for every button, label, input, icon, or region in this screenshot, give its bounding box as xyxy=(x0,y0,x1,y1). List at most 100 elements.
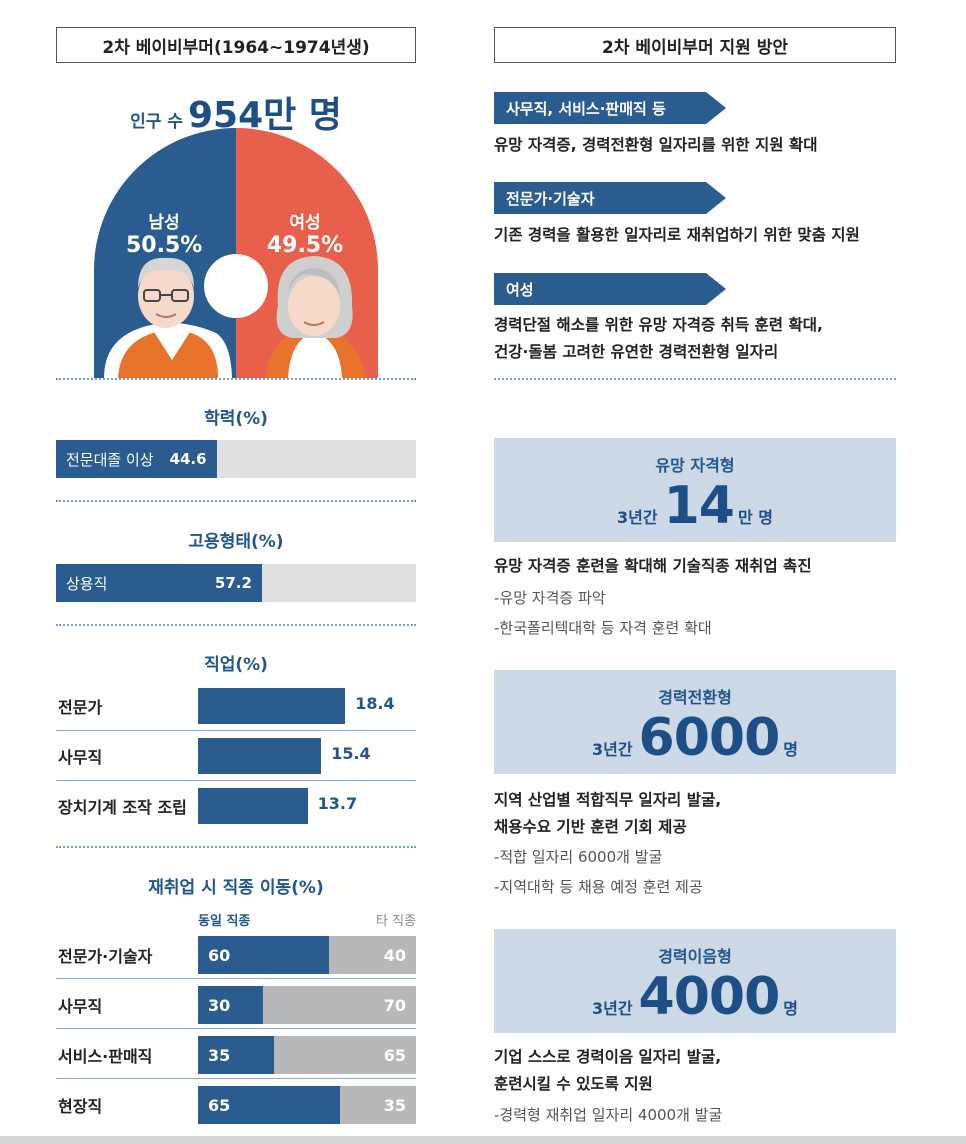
plan-bullets: -적합 일자리 6000개 발굴 -지역대학 등 채용 예정 훈련 제공 xyxy=(494,842,703,902)
occupation-title: 직업(%) xyxy=(204,655,268,675)
bottom-edge xyxy=(0,1136,966,1144)
job-move-row: 서비스·판매직 35 65 xyxy=(56,1030,416,1079)
same-job-legend: 동일 직종 xyxy=(198,914,251,929)
job-move-name: 전문가·기술자 xyxy=(58,947,153,966)
plan-desc: 기업 스스로 경력이음 일자리 발굴, 훈련시킬 수 있도록 지원 xyxy=(494,1044,721,1098)
plan-number: 14 xyxy=(663,476,735,536)
occupation-value: 18.4 xyxy=(355,694,395,713)
divider xyxy=(56,624,416,626)
divider xyxy=(56,378,416,380)
plan-box: 경력전환형 3년간 6000 명 xyxy=(494,670,896,774)
divider xyxy=(56,500,416,502)
other-job-bar: 70 xyxy=(263,986,416,1024)
target-desc-line: 건강·돌봄 고려한 유연한 경력전환형 일자리 xyxy=(494,343,779,361)
plan-bullet: -경력형 재취업 일자리 4000개 발굴 xyxy=(494,1106,723,1124)
occupation-row: 전문가 18.4 xyxy=(56,682,416,731)
male-slice xyxy=(94,128,236,378)
employment-title: 고용형태(%) xyxy=(188,532,284,552)
occupation-value: 15.4 xyxy=(331,744,371,763)
target-desc: 기존 경력을 활용한 일자리로 재취업하기 위한 맞춤 지원 xyxy=(494,222,860,249)
female-pct: 49.5% xyxy=(266,233,344,258)
population-line: 인구 수 954만 명 xyxy=(56,86,416,138)
other-job-bar: 35 xyxy=(339,1086,416,1124)
other-job-bar: 40 xyxy=(328,936,416,974)
plan-unit: 명 xyxy=(783,999,799,1018)
plan-desc-line: 채용수요 기반 훈련 기회 제공 xyxy=(494,818,687,836)
plan-desc-line: 기업 스스로 경력이음 일자리 발굴, xyxy=(494,1048,722,1066)
male-pct: 50.5% xyxy=(126,233,203,258)
target-desc-line: 경력단절 해소를 위한 유망 자격증 취득 훈련 확대, xyxy=(494,316,823,334)
employment-bar-label: 상용직 xyxy=(66,574,108,593)
target-tag: 사무직, 서비스·판매직 등 xyxy=(494,92,726,124)
plan-desc: 유망 자격증 훈련을 확대해 기술직종 재취업 촉진 xyxy=(494,553,812,580)
target-tag: 여성 xyxy=(494,273,726,305)
plan-desc-line: 유망 자격증 훈련을 확대해 기술직종 재취업 촉진 xyxy=(494,557,812,575)
target-desc: 유망 자격증, 경력전환형 일자리를 위한 지원 확대 xyxy=(494,132,817,159)
same-job-bar: 30 xyxy=(198,986,264,1024)
target-desc-line: 유망 자격증, 경력전환형 일자리를 위한 지원 확대 xyxy=(494,136,818,154)
job-move-name: 현장직 xyxy=(58,1097,103,1116)
job-move-name: 사무직 xyxy=(58,997,103,1016)
female-label: 여성 xyxy=(289,213,321,233)
population-value: 954만 명 xyxy=(188,95,342,136)
occupation-bar xyxy=(198,738,322,774)
plan-desc-line: 훈련시킬 수 있도록 지원 xyxy=(494,1075,653,1093)
target-tag: 전문가·기술자 xyxy=(494,182,726,214)
same-job-bar: 35 xyxy=(198,1036,275,1074)
plan-title: 유망 자격형 xyxy=(655,456,735,475)
male-figure-icon xyxy=(104,257,232,378)
job-move-row: 전문가·기술자 60 40 xyxy=(56,930,416,979)
male-legend: 남성 50.5% xyxy=(126,208,202,258)
job-move-title: 재취업 시 직종 이동(%) xyxy=(148,878,324,898)
female-legend: 여성 49.5% xyxy=(264,208,346,258)
other-job-legend: 타 직종 xyxy=(375,914,416,929)
job-move-name: 서비스·판매직 xyxy=(58,1047,153,1066)
plan-number-line: 3년간 14 만 명 xyxy=(494,480,896,532)
divider xyxy=(494,378,896,380)
plan-number: 6000 xyxy=(638,708,781,768)
plan-unit: 명 xyxy=(783,740,799,759)
target-desc-line: 기존 경력을 활용한 일자리로 재취업하기 위한 맞춤 지원 xyxy=(494,226,860,244)
plan-unit: 만 명 xyxy=(737,508,773,527)
target-desc: 경력단절 해소를 위한 유망 자격증 취득 훈련 확대, 건강·돌봄 고려한 유… xyxy=(494,312,823,366)
plan-bullets: -경력형 재취업 일자리 4000개 발굴 xyxy=(494,1100,722,1130)
plan-title: 경력전환형 xyxy=(658,688,732,707)
employment-bar: 상용직 57.2 xyxy=(56,564,262,602)
left-header: 2차 베이비부머(1964~1974년생) xyxy=(56,27,416,63)
occupation-row: 사무직 15.4 xyxy=(56,732,416,781)
plan-bullet: -지역대학 등 채용 예정 훈련 제공 xyxy=(494,878,703,896)
plan-box: 유망 자격형 3년간 14 만 명 xyxy=(494,438,896,542)
plan-box: 경력이음형 3년간 4000 명 xyxy=(494,929,896,1033)
gender-donut-chart xyxy=(94,128,378,378)
female-figure-icon xyxy=(266,256,366,378)
plan-number-line: 3년간 6000 명 xyxy=(494,712,896,764)
education-bar-label: 전문대졸 이상 xyxy=(66,450,154,469)
occupation-name: 전문가 xyxy=(58,698,103,717)
employment-bar-value: 57.2 xyxy=(214,574,252,592)
education-bar: 전문대졸 이상 44.6 xyxy=(56,440,217,478)
same-job-bar: 65 xyxy=(198,1086,340,1124)
plan-bullets: -유망 자격증 파악 -한국폴리텍대학 등 자격 훈련 확대 xyxy=(494,583,712,643)
plan-bullet: -한국폴리텍대학 등 자격 훈련 확대 xyxy=(494,619,712,637)
occupation-bar xyxy=(198,688,346,724)
plan-bullet: -적합 일자리 6000개 발굴 xyxy=(494,848,663,866)
plan-number: 4000 xyxy=(638,967,781,1027)
divider xyxy=(56,846,416,848)
plan-title: 경력이음형 xyxy=(658,947,732,966)
job-move-row: 사무직 30 70 xyxy=(56,980,416,1029)
plan-desc: 지역 산업별 적합직무 일자리 발굴, 채용수요 기반 훈련 기회 제공 xyxy=(494,787,721,841)
population-prefix: 인구 수 xyxy=(130,112,183,132)
right-header: 2차 베이비부머 지원 방안 xyxy=(494,27,896,63)
plan-prefix: 3년간 xyxy=(591,740,633,759)
other-job-bar: 65 xyxy=(274,1036,416,1074)
education-title: 학력(%) xyxy=(204,409,268,429)
plan-bullet: -유망 자격증 파악 xyxy=(494,589,606,607)
occupation-bar xyxy=(198,788,308,824)
plan-prefix: 3년간 xyxy=(591,999,633,1018)
plan-number-line: 3년간 4000 명 xyxy=(494,971,896,1023)
donut-hole xyxy=(204,254,268,318)
occupation-row: 장치기계 조작 조립 13.7 xyxy=(56,782,416,830)
plan-prefix: 3년간 xyxy=(617,508,658,527)
occupation-value: 13.7 xyxy=(317,794,358,813)
same-job-bar: 60 xyxy=(198,936,329,974)
